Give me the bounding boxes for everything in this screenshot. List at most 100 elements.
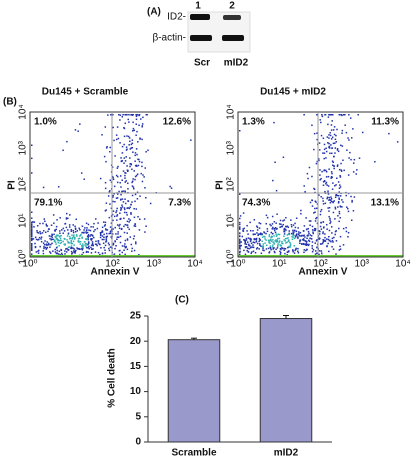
event-dot (351, 199, 353, 202)
event-dot (71, 236, 74, 239)
band (190, 14, 210, 20)
band-label: ID2- (167, 12, 186, 23)
event-dot (31, 172, 33, 174)
event-dot (255, 238, 258, 240)
event-dot (118, 225, 120, 227)
event-dot (78, 248, 81, 250)
event-dot (331, 114, 334, 116)
event-dot (49, 246, 51, 248)
event-dot (74, 228, 77, 231)
event-dot (293, 231, 295, 233)
event-dot (40, 236, 43, 238)
event-dot (123, 217, 125, 220)
event-dot (331, 239, 334, 242)
event-dot (40, 238, 42, 240)
event-dot (323, 148, 326, 151)
event-dot (146, 114, 148, 116)
event-dot (130, 213, 132, 215)
event-dot (329, 202, 332, 204)
event-dot (324, 239, 326, 242)
event-dot (82, 245, 84, 247)
event-dot (123, 225, 125, 228)
event-dot (71, 238, 74, 240)
event-dot (283, 247, 285, 250)
event-dot (53, 240, 56, 243)
event-dot (73, 248, 75, 250)
event-dot (260, 245, 262, 247)
event-dot (130, 203, 132, 206)
event-dot (293, 244, 296, 247)
event-dot (279, 247, 282, 250)
event-dot (260, 233, 262, 236)
event-dot (246, 247, 249, 250)
event-dot (324, 202, 327, 205)
event-dot (311, 124, 313, 127)
event-dot (75, 234, 78, 236)
event-dot (319, 213, 322, 216)
event-dot (321, 242, 324, 245)
event-dot (104, 210, 107, 212)
event-dot (264, 238, 266, 240)
event-dot (126, 224, 129, 226)
event-dot (308, 243, 310, 246)
event-dot (79, 228, 81, 231)
event-dot (329, 152, 331, 155)
event-dot (31, 217, 33, 219)
event-dot (271, 228, 274, 230)
event-dot (31, 244, 33, 247)
event-dot (329, 199, 332, 201)
event-dot (112, 196, 114, 198)
x-tick-label: 10¹ (272, 259, 287, 270)
event-dot (260, 252, 263, 255)
event-dot (252, 246, 255, 249)
event-dot (284, 237, 287, 240)
event-dot (50, 235, 52, 238)
event-dot (305, 249, 307, 252)
event-dot (128, 114, 130, 116)
event-dot (46, 246, 49, 249)
plot-frame (237, 111, 404, 258)
event-dot (141, 180, 144, 183)
event-dot (322, 197, 324, 200)
event-dot (134, 160, 136, 162)
event-dot (283, 239, 285, 241)
event-dot (258, 237, 261, 240)
event-dot (43, 246, 45, 248)
event-dot (334, 138, 337, 141)
event-dot (245, 237, 248, 240)
event-dot (344, 124, 346, 126)
event-dot (97, 240, 99, 242)
event-dot (130, 243, 133, 246)
event-dot (249, 245, 251, 247)
event-dot (109, 179, 112, 181)
event-dot (65, 212, 68, 215)
event-dot (322, 221, 325, 223)
event-dot (283, 228, 285, 231)
event-dot (120, 193, 122, 196)
event-dot (56, 237, 58, 240)
event-dot (331, 136, 334, 139)
event-dot (119, 223, 121, 226)
event-dot (300, 209, 302, 212)
event-dot (336, 128, 338, 131)
event-dot (93, 230, 95, 233)
event-dot (116, 224, 119, 226)
event-dot (103, 246, 105, 249)
event-dot (135, 118, 138, 121)
event-dot (61, 253, 64, 256)
event-dot (92, 243, 94, 246)
bar (167, 339, 221, 443)
event-dot (328, 229, 331, 232)
event-dot (328, 145, 331, 148)
event-dot (328, 142, 330, 145)
event-dot (84, 227, 86, 229)
event-dot (330, 226, 333, 228)
event-dot (119, 175, 122, 177)
event-dot (78, 241, 80, 243)
event-dot (121, 245, 124, 247)
event-dot (340, 144, 342, 147)
event-dot (326, 228, 328, 230)
event-dot (253, 238, 256, 241)
event-dot (54, 229, 56, 231)
event-dot (319, 119, 321, 121)
